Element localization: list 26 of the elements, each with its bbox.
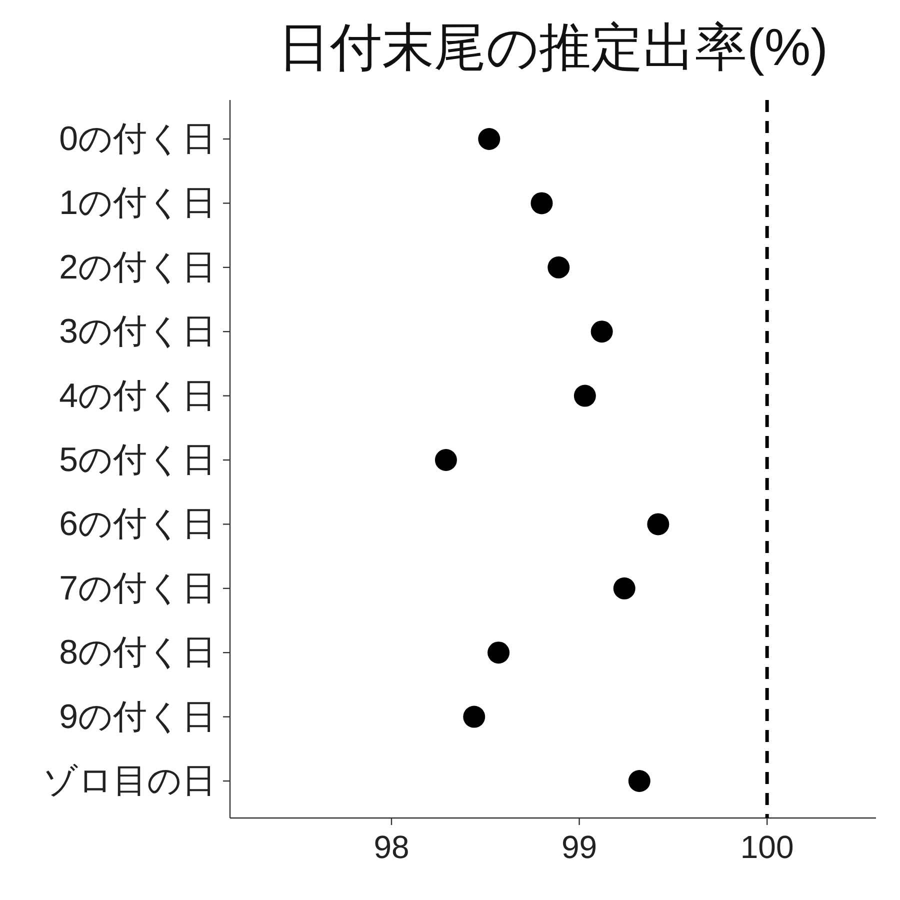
y-tick-label: 2の付く日 xyxy=(59,248,216,286)
y-tick-label: 7の付く日 xyxy=(59,569,216,608)
x-tick-label: 99 xyxy=(561,829,598,865)
point xyxy=(478,128,500,150)
point xyxy=(574,384,596,407)
y-tick-label: 0の付く日 xyxy=(59,120,216,158)
y-tick-label: 4の付く日 xyxy=(59,376,216,415)
x-tick-label: 98 xyxy=(374,829,410,865)
y-tick-label: 9の付く日 xyxy=(59,698,216,736)
point xyxy=(628,770,650,792)
point xyxy=(463,706,486,728)
y-tick-label: 1の付く日 xyxy=(59,184,216,222)
y-tick-label: 8の付く日 xyxy=(59,634,216,672)
point xyxy=(434,449,457,471)
point xyxy=(613,577,636,600)
point xyxy=(548,256,570,278)
chart-title: 日付末尾の推定出率(%) xyxy=(278,19,828,77)
point xyxy=(647,513,670,536)
point xyxy=(590,320,613,343)
y-tick-label: 6の付く日 xyxy=(59,505,216,544)
x-tick-label: 100 xyxy=(740,829,794,865)
y-tick-label: ゾロ目の日 xyxy=(43,762,216,800)
y-tick-label: 3の付く日 xyxy=(59,312,216,351)
point xyxy=(530,192,553,214)
point xyxy=(488,642,510,664)
y-tick-label: 5の付く日 xyxy=(59,441,216,479)
